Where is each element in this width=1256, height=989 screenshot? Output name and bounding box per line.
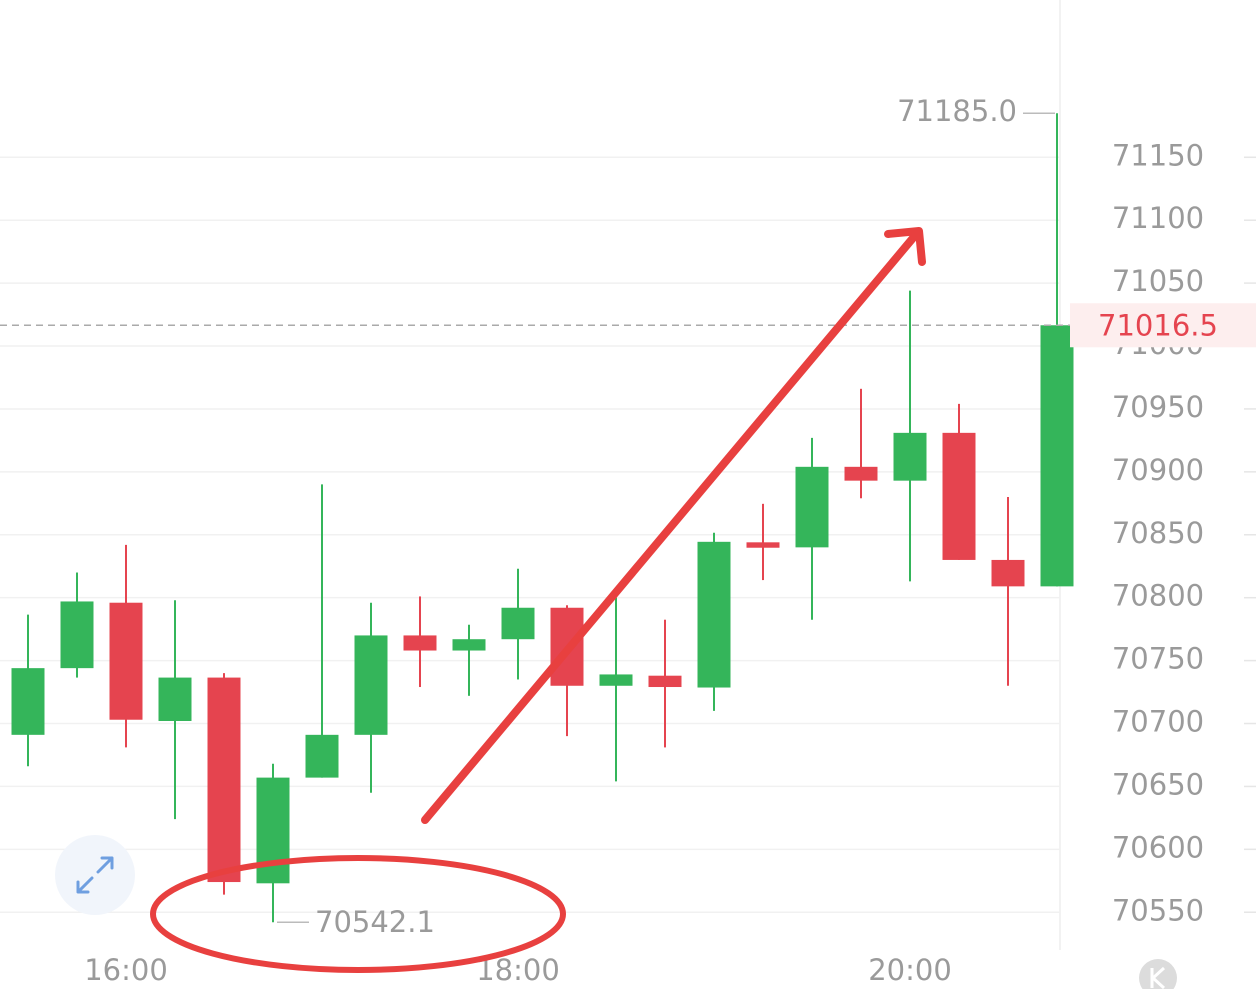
- expand-button[interactable]: [55, 835, 135, 915]
- k-icon: [1150, 966, 1166, 989]
- candle-body: [991, 559, 1025, 587]
- candle-body: [697, 541, 731, 688]
- y-tick-label: 71050: [1112, 264, 1204, 298]
- y-tick-label: 71150: [1112, 138, 1204, 172]
- k-button[interactable]: [1139, 959, 1177, 989]
- candle-body: [354, 635, 388, 735]
- y-tick-label: 70600: [1112, 830, 1204, 864]
- last-price-bg: [1070, 303, 1256, 348]
- expand-icon: [76, 856, 114, 894]
- y-tick-label: 70650: [1112, 767, 1204, 801]
- last-price-label: 71016.5: [1098, 308, 1218, 342]
- grid: [0, 156, 1256, 914]
- candle-body: [11, 668, 45, 735]
- high-label: 71185.0: [897, 94, 1017, 128]
- circle-annotation: [150, 855, 566, 973]
- labels: 70550 70600 70650 70700 70750 70800 70850 70900…: [84, 94, 1256, 987]
- candle-body: [403, 635, 437, 651]
- y-tick-label: 70550: [1112, 893, 1204, 927]
- candle-body: [305, 734, 339, 778]
- candle-body: [452, 639, 486, 651]
- candle-body: [109, 602, 143, 720]
- candle-body: [599, 674, 633, 686]
- candle-body: [158, 677, 192, 721]
- y-tick-label: 70800: [1112, 579, 1204, 613]
- candle-body: [844, 466, 878, 481]
- x-tick-label: 16:00: [84, 953, 168, 987]
- low-label: 70542.1: [315, 905, 435, 939]
- candle-body: [942, 432, 976, 560]
- y-tick-label: 70700: [1112, 705, 1204, 739]
- candle-body: [501, 607, 535, 640]
- arrow: [421, 234, 917, 824]
- expand-bg: [55, 835, 135, 915]
- x-tick-label: 20:00: [868, 953, 952, 987]
- candle-body: [746, 542, 780, 548]
- y-tick-label: 71100: [1112, 201, 1204, 235]
- candle-body: [795, 466, 829, 548]
- y-tick-label: 70750: [1112, 642, 1204, 676]
- candle-body: [648, 675, 682, 688]
- candle-body: [207, 677, 241, 883]
- arrow-head: [884, 227, 926, 266]
- candle-body: [60, 601, 94, 669]
- candle-body: [893, 432, 927, 481]
- y-tick-label: 70950: [1112, 390, 1204, 424]
- y-tick-label: 70900: [1112, 453, 1204, 487]
- candle-body: [1040, 325, 1074, 587]
- y-tick-label: 70850: [1112, 516, 1204, 550]
- candles: [0, 113, 1074, 923]
